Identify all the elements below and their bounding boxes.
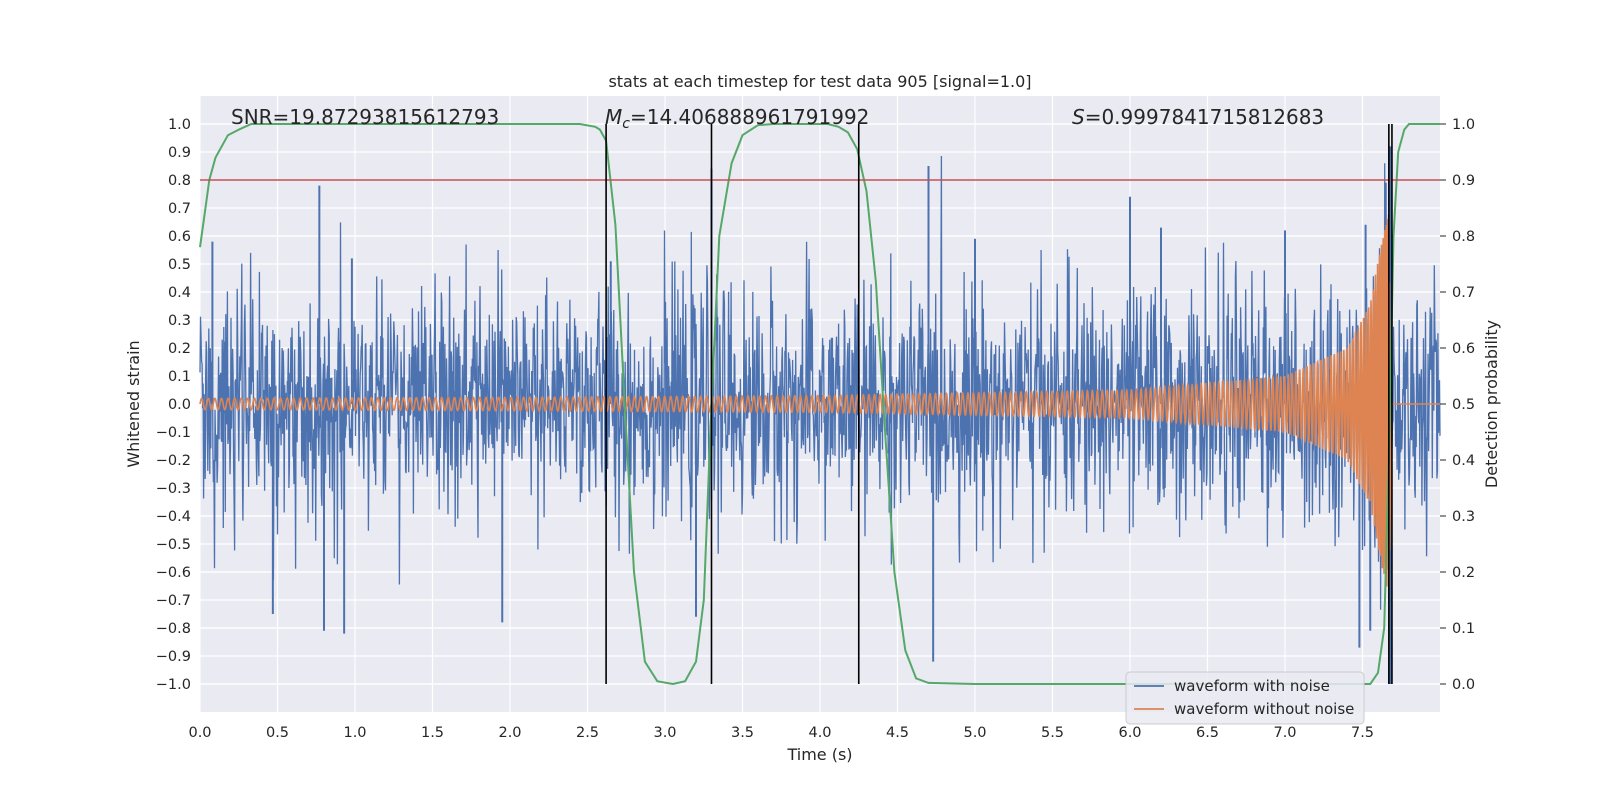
x-tick-label: 3.0 (653, 725, 676, 741)
mc-subscript: c (622, 116, 630, 132)
x-tick-label: 2.0 (498, 725, 521, 741)
series-waveform-without-noise (199, 214, 1440, 588)
x-tick-label: 0.5 (266, 725, 289, 741)
x-tick-label: 2.5 (576, 725, 599, 741)
x-tick-label: 6.5 (1196, 725, 1219, 741)
y-tick-label-right: 0.6 (1452, 341, 1475, 357)
legend-label-noise: waveform with noise (1174, 677, 1330, 695)
x-tick-label: 5.5 (1041, 725, 1064, 741)
x-tick-label: 5.0 (963, 725, 986, 741)
x-tick-label: 4.5 (886, 725, 909, 741)
y-tick-label-right: 1.0 (1452, 117, 1475, 133)
y-tick-label: −1.0 (156, 677, 191, 693)
y-axis-label-right: Detection probability (1482, 320, 1501, 488)
y-tick-label: 0.3 (168, 313, 191, 329)
s-annotation: S=0.9997841715812683 (1072, 105, 1324, 129)
x-ticks: 0.0 0.5 1.0 1.5 2.0 2.5 3.0 3.5 4.0 4.5 5.0 5.5 6.0 6… (188, 725, 1374, 741)
y-tick-label: −0.9 (156, 649, 191, 665)
y-tick-label: −0.2 (156, 453, 191, 469)
y-tick-label: −0.3 (156, 481, 191, 497)
y-tick-label-right: 0.0 (1452, 677, 1475, 693)
x-tick-label: 0.0 (188, 725, 211, 741)
mc-value: =14.406888961791992 (630, 105, 869, 129)
y-tick-label-right: 0.3 (1452, 509, 1475, 525)
y-tick-label: 0.5 (168, 257, 191, 273)
y-tick-label-right: 0.4 (1452, 453, 1475, 469)
y-tick-label: 0.8 (168, 173, 191, 189)
legend: waveform with noise waveform without noi… (1125, 671, 1365, 725)
mc-symbol: M (605, 105, 622, 129)
y-tick-label-right: 0.2 (1452, 565, 1475, 581)
overlays (200, 124, 1440, 684)
y-tick-label: −0.1 (156, 425, 191, 441)
y-tick-label: 0.1 (168, 369, 191, 385)
x-tick-label: 6.0 (1118, 725, 1141, 741)
noise-trace (199, 155, 1441, 610)
y-tick-label: 0.0 (168, 397, 191, 413)
y-tick-label-right: 0.8 (1452, 229, 1475, 245)
chart-title: stats at each timestep for test data 905… (608, 72, 1031, 91)
probability-trace (199, 123, 1440, 686)
x-tick-label: 3.5 (731, 725, 754, 741)
snr-annotation: SNR=19.87293815612793 (231, 105, 499, 129)
x-tick-label: 7.0 (1273, 725, 1296, 741)
y-tick-label-right: 0.7 (1452, 285, 1475, 301)
clean-trace (199, 214, 1440, 588)
x-axis-label: Time (s) (786, 745, 852, 764)
mc-annotation: Mc=14.406888961791992 (605, 105, 869, 132)
y-tick-label: 0.6 (168, 229, 191, 245)
series-detection-probability (199, 123, 1440, 686)
y-tick-label-right: 0.5 (1452, 397, 1475, 413)
y-axis-label: Whitened strain (124, 340, 143, 467)
y-tick-label: −0.6 (156, 565, 191, 581)
x-tick-label: 4.0 (808, 725, 831, 741)
y-tick-label: −0.8 (156, 621, 191, 637)
y-tick-label: 1.0 (168, 117, 191, 133)
y-tick-label: 0.4 (168, 285, 191, 301)
y-tick-label: 0.2 (168, 341, 191, 357)
x-tick-label: 7.5 (1351, 725, 1374, 741)
y-tick-label: −0.4 (156, 509, 191, 525)
x-tick-label: 1.0 (343, 725, 366, 741)
y-ticks-left: 1.0 0.9 0.8 0.7 0.6 0.5 0.4 0.3 0.2 0.1 0.0 −0.1 −0.… (156, 117, 191, 693)
y-tick-label: 0.7 (168, 201, 191, 217)
x-tick-label: 1.5 (421, 725, 444, 741)
y-tick-label: 0.9 (168, 145, 191, 161)
y-tick-label: −0.7 (156, 593, 191, 609)
s-value: =0.9997841715812683 (1085, 105, 1324, 129)
y-tick-label-right: 0.1 (1452, 621, 1475, 637)
y-tick-label: −0.5 (156, 537, 191, 553)
s-symbol: S (1072, 105, 1085, 129)
legend-label-clean: waveform without noise (1174, 700, 1354, 718)
y-ticks-right: 1.0 0.9 0.8 0.7 0.6 0.5 0.4 0.3 0.2 0.1 0.0 (1440, 117, 1475, 693)
legend-box (1125, 671, 1365, 725)
y-tick-label-right: 0.9 (1452, 173, 1475, 189)
